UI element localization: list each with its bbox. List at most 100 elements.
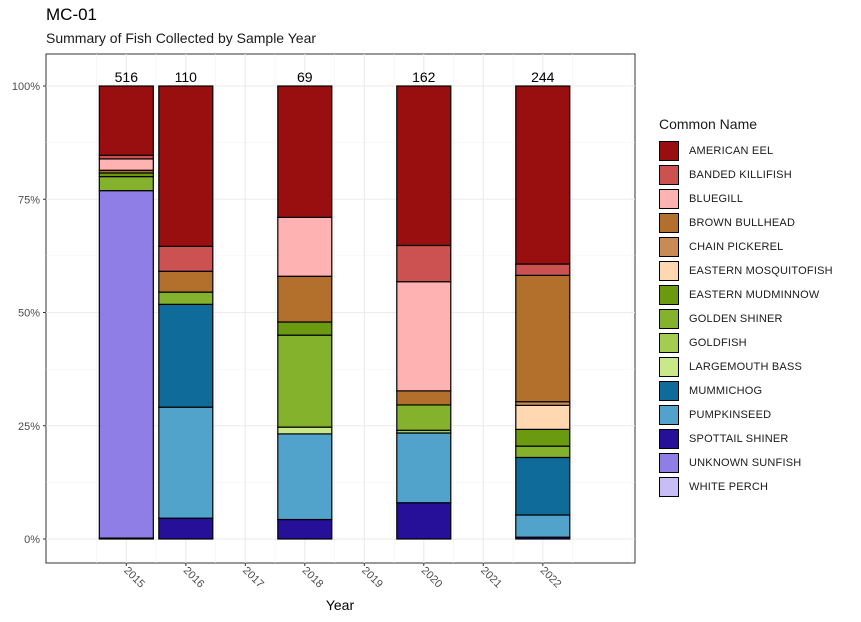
legend-label: EASTERN MUDMINNOW xyxy=(689,289,820,301)
legend-item-goldfish: GOLDFISH xyxy=(659,331,833,355)
legend-swatch xyxy=(659,213,679,233)
bar-segment-2018-american-eel xyxy=(277,85,333,218)
bar-segment-2020-banded-killifish xyxy=(396,244,452,283)
bar-segment-2022-pumpkinseed xyxy=(515,514,571,538)
y-axis: 0% 25% 50% 75% 100% xyxy=(12,81,46,546)
bar-segment-2018-pumpkinseed xyxy=(277,433,333,521)
bar-segment-2016-pumpkinseed xyxy=(158,406,214,519)
bar-segment-2016-spottail-shiner xyxy=(158,517,214,540)
legend-item-unknown-sunfish: UNKNOWN SUNFISH xyxy=(659,451,833,475)
legend-item-eastern-mudminnow: EASTERN MUDMINNOW xyxy=(659,283,833,307)
legend-item-largemouth-bass: LARGEMOUTH BASS xyxy=(659,355,833,379)
bar-segment-2020-bluegill xyxy=(396,281,452,392)
legend-label: GOLDFISH xyxy=(689,337,747,349)
legend-swatch xyxy=(659,165,679,185)
bar-total-label: 110 xyxy=(175,69,198,85)
bar-segment-2016-golden-shiner xyxy=(158,291,214,305)
bar-segment-2020-spottail-shiner xyxy=(396,502,452,540)
bar-segment-2020-pumpkinseed xyxy=(396,432,452,504)
legend-label: WHITE PERCH xyxy=(689,481,769,493)
bar-total-label: 516 xyxy=(115,69,139,85)
bar-total-label: 244 xyxy=(531,69,555,85)
legend-item-american-eel: AMERICAN EEL xyxy=(659,139,833,163)
legend-swatch xyxy=(659,405,679,425)
legend-title: Common Name xyxy=(659,116,758,132)
x-axis-title: Year xyxy=(326,597,355,613)
bar-segment-2018-largemouth-bass xyxy=(277,426,333,435)
legend-swatch xyxy=(659,285,679,305)
bar-segment-2022-golden-shiner xyxy=(515,445,571,459)
bar-segment-2015-unknown-sunfish xyxy=(98,190,154,539)
y-tick-label: 100% xyxy=(12,81,40,93)
x-tick-label: 2019 xyxy=(359,565,385,591)
x-tick-label: 2015 xyxy=(121,565,147,591)
bar-segment-2018-bluegill xyxy=(277,216,333,277)
legend-item-banded-killifish: BANDED KILLIFISH xyxy=(659,163,833,187)
y-tick-label: 50% xyxy=(18,308,40,320)
bar-segment-2022-eastern-mosquitofish xyxy=(515,404,571,430)
legend-item-golden-shiner: GOLDEN SHINER xyxy=(659,307,833,331)
legend-label: AMERICAN EEL xyxy=(689,145,774,157)
bar-segment-2020-brown-bullhead xyxy=(396,390,452,406)
bar-segment-2015-golden-shiner xyxy=(98,176,154,192)
legend-label: UNKNOWN SUNFISH xyxy=(689,457,802,469)
legend-swatch xyxy=(659,381,679,401)
legend-item-eastern-mosquitofish: EASTERN MOSQUITOFISH xyxy=(659,259,833,283)
legend: AMERICAN EEL BANDED KILLIFISH BLUEGILL BROW… xyxy=(659,139,833,499)
legend-label: BROWN BULLHEAD xyxy=(689,217,796,229)
legend-item-pumpkinseed: PUMPKINSEED xyxy=(659,403,833,427)
legend-label: PUMPKINSEED xyxy=(689,409,772,421)
legend-item-bluegill: BLUEGILL xyxy=(659,187,833,211)
x-tick-label: 2021 xyxy=(478,565,504,591)
bar-segment-2016-banded-killifish xyxy=(158,245,214,272)
y-tick-label: 0% xyxy=(24,534,40,546)
legend-label: SPOTTAIL SHINER xyxy=(689,433,789,445)
x-tick-label: 2018 xyxy=(300,565,326,591)
legend-swatch xyxy=(659,309,679,329)
bar-segment-2018-eastern-mudminnow xyxy=(277,321,333,336)
legend-label: CHAIN PICKEREL xyxy=(689,241,784,253)
bar-segment-2022-banded-killifish xyxy=(515,263,571,276)
bar-segment-2018-brown-bullhead xyxy=(277,275,333,323)
legend-swatch xyxy=(659,237,679,257)
legend-label: GOLDEN SHINER xyxy=(689,313,783,325)
legend-label: BLUEGILL xyxy=(689,193,744,205)
bar-segment-2016-mummichog xyxy=(158,303,214,408)
bar-segment-2018-golden-shiner xyxy=(277,334,333,428)
x-tick-label: 2022 xyxy=(538,565,564,591)
bar-segment-2015-american-eel xyxy=(98,85,154,156)
y-tick-label: 75% xyxy=(18,194,40,206)
total-labels: 516 110 69 162 244 xyxy=(115,69,555,85)
bar-segment-2018-spottail-shiner xyxy=(277,518,333,540)
bar-segment-2022-american-eel xyxy=(515,85,571,265)
bar-segment-2016-brown-bullhead xyxy=(158,270,214,293)
legend-swatch xyxy=(659,141,679,161)
chart-title: MC-01 xyxy=(46,5,98,24)
bar-segment-2022-mummichog xyxy=(515,456,571,516)
legend-swatch xyxy=(659,477,679,497)
bar-segment-2016-american-eel xyxy=(158,85,214,247)
x-tick-label: 2020 xyxy=(419,565,445,591)
legend-item-spottail-shiner: SPOTTAIL SHINER xyxy=(659,427,833,451)
legend-item-mummichog: MUMMICHOG xyxy=(659,379,833,403)
bar-stack-group xyxy=(98,85,571,540)
bar-segment-2020-golden-shiner xyxy=(396,404,452,431)
legend-swatch xyxy=(659,189,679,209)
legend-swatch xyxy=(659,429,679,449)
legend-label: LARGEMOUTH BASS xyxy=(689,361,803,373)
legend-item-chain-pickerel: CHAIN PICKEREL xyxy=(659,235,833,259)
bar-total-label: 162 xyxy=(412,69,436,85)
bar-segment-2020-american-eel xyxy=(396,85,452,247)
legend-swatch xyxy=(659,357,679,377)
legend-swatch xyxy=(659,453,679,473)
y-tick-label: 25% xyxy=(18,421,40,433)
legend-swatch xyxy=(659,333,679,353)
chart-subtitle: Summary of Fish Collected by Sample Year xyxy=(46,30,317,46)
x-tick-label: 2016 xyxy=(181,565,207,591)
legend-label: EASTERN MOSQUITOFISH xyxy=(689,265,833,277)
bar-segment-2022-brown-bullhead xyxy=(515,274,571,403)
legend-label: BANDED KILLIFISH xyxy=(689,169,792,181)
bar-segment-2015-bluegill xyxy=(98,158,154,171)
legend-item-white-perch: WHITE PERCH xyxy=(659,475,833,499)
